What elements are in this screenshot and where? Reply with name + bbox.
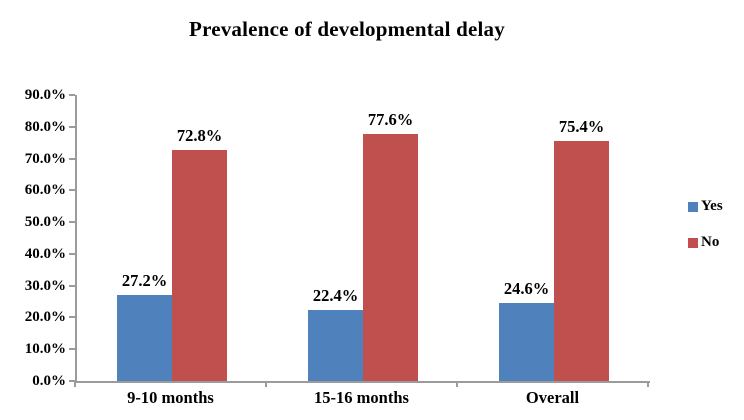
- y-axis-tick-mark: [69, 252, 75, 255]
- y-axis-tick-label: 80.0%: [24, 118, 66, 135]
- y-axis-tick-mark: [69, 221, 75, 224]
- x-axis-tick-mark: [265, 381, 267, 387]
- data-label-yes-9-10-months: 27.2%: [121, 270, 168, 290]
- x-axis-label-15-16-months: 15-16 months: [314, 388, 409, 407]
- y-axis-tick-mark: [69, 348, 75, 351]
- y-axis-tick-mark: [69, 284, 75, 287]
- legend-label-no: No: [701, 234, 720, 250]
- bar-yes-9-10-months: 27.2%: [117, 271, 172, 381]
- data-label-no-15-16-months: 77.6%: [367, 110, 414, 130]
- data-label-yes-overall: 24.6%: [503, 278, 550, 298]
- data-label-no-9-10-months: 72.8%: [176, 125, 223, 145]
- bar-yes-overall: 24.6%: [499, 279, 554, 381]
- x-axis-labels: 9-10 months 15-16 months Overall: [75, 388, 648, 412]
- bar-group-15-16-months: 22.4% 77.6%: [268, 95, 459, 381]
- y-axis-tick-label: 0.0%: [32, 373, 66, 389]
- y-axis-tick-mark: [69, 316, 75, 319]
- y-axis-tick-label: 10.0%: [24, 341, 66, 358]
- y-axis-tick-mark: [69, 189, 75, 192]
- y-axis-tick-mark: [69, 94, 75, 96]
- y-axis-tick-label: 40.0%: [24, 245, 66, 262]
- y-axis-tick-label: 90.0%: [24, 87, 66, 103]
- bar-no-9-10-months: 72.8%: [172, 126, 227, 381]
- y-axis-tick-label: 20.0%: [24, 309, 66, 326]
- legend-swatch-yes-icon: [688, 201, 698, 212]
- legend-swatch-no-icon: [688, 237, 698, 248]
- bar-group-overall: 24.6% 75.4%: [459, 95, 650, 381]
- x-axis-label-9-10-months: 9-10 months: [127, 388, 214, 407]
- y-axis-tick-label: 70.0%: [24, 150, 66, 167]
- y-axis-tick-label: 50.0%: [24, 214, 66, 231]
- x-axis-tick-mark: [74, 381, 76, 387]
- bar-no-15-16-months: 77.6%: [363, 110, 418, 381]
- x-axis-tick-mark: [647, 381, 649, 387]
- y-axis-tick-label: 60.0%: [24, 182, 66, 199]
- bar-yes-15-16-months: 22.4%: [308, 286, 363, 381]
- x-axis-tick-mark: [456, 381, 458, 387]
- legend-item-no: No: [688, 234, 723, 251]
- bar-group-9-10-months: 27.2% 72.8%: [77, 95, 268, 381]
- data-label-no-overall: 75.4%: [558, 117, 605, 137]
- y-axis-tick-mark: [69, 125, 75, 128]
- y-axis-tick-mark: [69, 380, 75, 382]
- chart-title: Prevalence of developmental delay: [189, 17, 505, 41]
- data-label-yes-15-16-months: 22.4%: [312, 285, 359, 305]
- plot-area: 27.2% 72.8% 22.4% 77.6% 24.6% 75.4%: [75, 95, 650, 383]
- bar-no-overall: 75.4%: [554, 117, 609, 381]
- legend: Yes No: [688, 198, 723, 270]
- y-axis-tick-mark: [69, 157, 75, 160]
- y-axis-tick-label: 30.0%: [24, 277, 66, 294]
- legend-label-yes: Yes: [701, 198, 723, 214]
- x-axis-label-overall: Overall: [525, 388, 580, 407]
- legend-item-yes: Yes: [688, 198, 723, 215]
